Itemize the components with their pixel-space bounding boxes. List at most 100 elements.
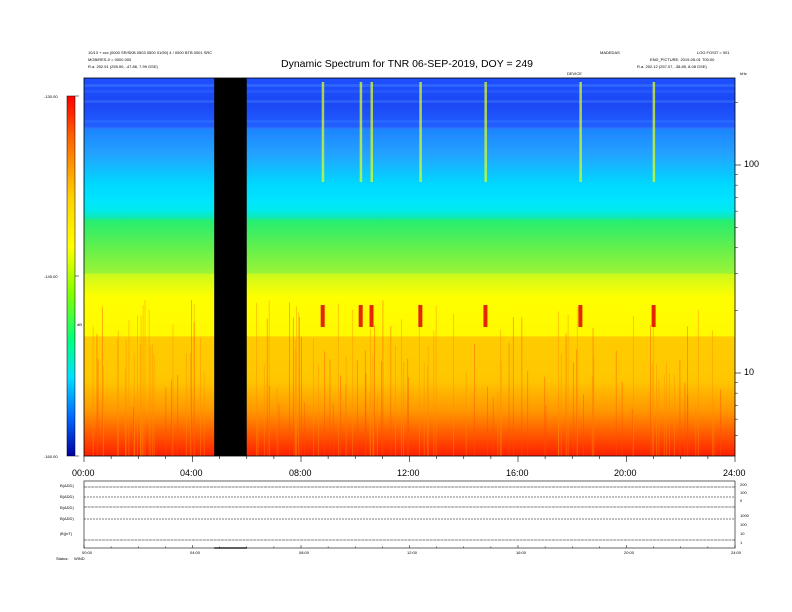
lower-row-label-4: B(ADD) bbox=[60, 516, 74, 521]
emission-streak bbox=[269, 385, 270, 456]
emission-streak bbox=[96, 334, 98, 456]
header-info-right-2: END_PICTURE: 2019-05-01 T00:00 bbox=[650, 57, 715, 62]
emission-streak bbox=[666, 362, 667, 456]
emission-streak bbox=[656, 364, 657, 456]
emission-streak bbox=[295, 348, 297, 456]
emission-streak bbox=[674, 374, 675, 456]
lower-x-label-2400: 24:00 bbox=[731, 550, 742, 555]
x-label-0800: 08:00 bbox=[289, 468, 312, 478]
emission-streak bbox=[177, 374, 179, 456]
data-gap bbox=[214, 78, 247, 456]
emission-streak bbox=[345, 356, 347, 456]
emission-streak bbox=[487, 386, 488, 456]
emission-streak bbox=[324, 351, 326, 456]
emission-streak bbox=[295, 306, 297, 456]
emission-streak bbox=[356, 360, 358, 456]
emission-streak bbox=[288, 302, 290, 456]
x-label-0000: 00:00 bbox=[72, 468, 95, 478]
emission-streak bbox=[372, 355, 374, 456]
burst-low-3 bbox=[418, 305, 423, 327]
emission-streak bbox=[292, 317, 294, 456]
lower-right-tick-5: 100 bbox=[740, 522, 747, 527]
emission-streak bbox=[697, 309, 699, 456]
emission-streak bbox=[124, 369, 126, 456]
burst-high-1 bbox=[359, 82, 363, 182]
emission-streak bbox=[193, 322, 195, 456]
lower-row-label-2: B(ADD) bbox=[60, 494, 74, 499]
lower-right-tick-1: 200 bbox=[740, 482, 747, 487]
colorbar-mid-label: -145.00 bbox=[44, 274, 58, 279]
emission-streak bbox=[512, 316, 514, 456]
burst-high-4 bbox=[484, 82, 487, 182]
spectral-band-0 bbox=[84, 82, 735, 129]
lower-right-tick-2: 100 bbox=[740, 490, 747, 495]
emission-streak bbox=[557, 311, 559, 456]
emission-streak bbox=[303, 402, 305, 456]
emission-streak bbox=[508, 343, 510, 456]
striation-2 bbox=[84, 100, 735, 103]
emission-streak bbox=[312, 338, 314, 456]
emission-streak bbox=[669, 372, 671, 456]
emission-streak bbox=[632, 316, 634, 456]
header-info-right-3: R.a. 252.12 (257.07, -38.85, 8.08 GSE) bbox=[637, 64, 707, 69]
emission-streak bbox=[318, 364, 320, 456]
lower-right-tick-7: 1 bbox=[740, 540, 743, 545]
emission-streak bbox=[418, 303, 420, 456]
emission-streak bbox=[200, 337, 201, 456]
colorbar-axis-label: dB bbox=[77, 322, 82, 327]
emission-streak bbox=[621, 381, 623, 456]
emission-streak bbox=[268, 300, 270, 456]
lower-right-tick-4: 1000 bbox=[740, 513, 749, 518]
emission-streak bbox=[152, 344, 154, 456]
emission-streak bbox=[663, 373, 665, 456]
emission-streak bbox=[142, 408, 144, 456]
emission-streak bbox=[369, 329, 371, 456]
striation-5 bbox=[84, 135, 735, 138]
emission-streak bbox=[352, 309, 354, 456]
header-info-left-2: MGB/RES-0 = 0000 000 bbox=[88, 57, 132, 62]
emission-streak bbox=[631, 409, 633, 456]
emission-streak bbox=[374, 325, 375, 456]
emission-streak bbox=[592, 328, 594, 456]
burst-high-2 bbox=[370, 82, 374, 182]
emission-streak bbox=[560, 354, 562, 456]
lower-right-tick-3: 0 bbox=[740, 498, 743, 503]
emission-streak bbox=[117, 330, 119, 456]
lower-x-label-0400: 04:00 bbox=[190, 550, 201, 555]
emission-streak bbox=[423, 362, 425, 456]
lower-right-tick-6: 10 bbox=[740, 531, 745, 536]
emission-streak bbox=[278, 404, 280, 456]
emission-streak bbox=[679, 359, 681, 456]
emission-streak bbox=[263, 364, 265, 456]
emission-streak bbox=[653, 318, 654, 456]
emission-streak bbox=[376, 395, 378, 456]
emission-streak bbox=[137, 315, 138, 456]
emission-streak bbox=[686, 326, 688, 456]
x-label-1200: 12:00 bbox=[397, 468, 420, 478]
chart-title: Dynamic Spectrum for TNR 06-SEP-2019, DO… bbox=[281, 58, 534, 70]
emission-streak bbox=[572, 362, 574, 456]
emission-streak bbox=[658, 379, 660, 456]
emission-streak bbox=[474, 343, 475, 456]
emission-streak bbox=[435, 305, 437, 456]
emission-streak bbox=[684, 382, 686, 456]
emission-streak bbox=[257, 405, 259, 456]
emission-streak bbox=[427, 346, 429, 456]
emission-streak bbox=[407, 377, 409, 456]
x-label-2400: 24:00 bbox=[723, 468, 746, 478]
status-value: WIND bbox=[74, 556, 85, 561]
emission-streak bbox=[576, 349, 578, 456]
spectral-band-1 bbox=[84, 128, 735, 220]
lower-x-label-1200: 12:00 bbox=[407, 550, 418, 555]
burst-low-6 bbox=[651, 305, 656, 327]
emission-streak bbox=[256, 302, 257, 456]
burst-low-0 bbox=[320, 305, 325, 327]
emission-streak bbox=[148, 309, 150, 456]
spectral-band-2 bbox=[84, 219, 735, 274]
header-mid-right-label: MADEDAS bbox=[600, 50, 620, 55]
y-unit-label: kHz bbox=[740, 71, 747, 76]
emission-streak bbox=[134, 396, 136, 456]
emission-streak bbox=[340, 375, 342, 456]
header-info-right-1: LOG FOSIT = 001 bbox=[697, 50, 730, 55]
emission-streak bbox=[381, 360, 382, 456]
